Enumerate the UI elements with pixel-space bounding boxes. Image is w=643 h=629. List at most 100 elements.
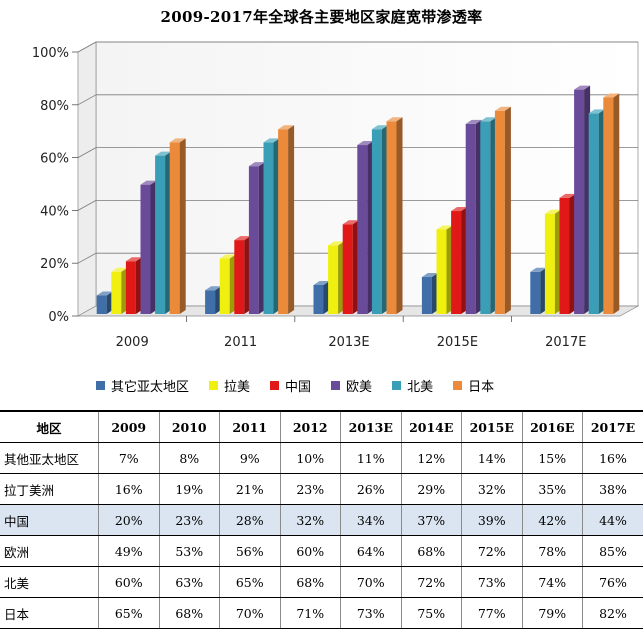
table-cell-region: 其他亚太地区 — [0, 443, 99, 474]
bar-front — [545, 214, 555, 314]
table-cell-value: 74% — [522, 567, 583, 598]
legend-swatch — [96, 381, 105, 390]
bar-front — [589, 113, 599, 314]
table-cell-value: 56% — [220, 536, 281, 567]
table-cell-value: 73% — [462, 567, 523, 598]
legend-item: 北美 — [392, 376, 433, 395]
bar-side — [397, 117, 403, 314]
legend-item: 拉美 — [209, 376, 250, 395]
legend: 其它亚太地区 拉美 中国 欧美 北美 日本 — [96, 376, 494, 395]
bar-front — [205, 290, 215, 314]
table-cell-region: 欧洲 — [0, 536, 99, 567]
bar — [495, 107, 511, 314]
table-cell-value: 16% — [99, 474, 160, 505]
bar-front — [141, 185, 151, 314]
bar — [278, 125, 294, 314]
table-cell-value: 53% — [159, 536, 220, 567]
legend-label: 北美 — [407, 376, 433, 395]
bar — [220, 255, 236, 314]
bar-front — [278, 129, 288, 314]
table-cell-value: 77% — [462, 598, 523, 629]
bar-front — [220, 259, 230, 314]
table-cell-value: 76% — [583, 567, 643, 598]
y-tick-label: 60% — [40, 152, 69, 167]
table-cell-value: 71% — [280, 598, 341, 629]
table-cell-value: 85% — [583, 536, 643, 567]
x-tick-label: 2017E — [545, 335, 586, 350]
bar-front — [466, 124, 476, 314]
table-cell-value: 38% — [583, 474, 643, 505]
bar-front — [155, 156, 165, 314]
bar — [170, 138, 186, 314]
bar-front — [495, 111, 505, 314]
table-cell-value: 63% — [159, 567, 220, 598]
bar-front — [126, 261, 136, 314]
bar-front — [314, 285, 324, 314]
table-cell-value: 29% — [401, 474, 462, 505]
bar-side — [180, 138, 186, 314]
bar-side — [288, 125, 294, 314]
table-header-year: 2015E — [462, 411, 523, 443]
bar — [372, 125, 388, 314]
bar — [422, 273, 438, 314]
table-cell-value: 12% — [401, 443, 462, 474]
bar — [343, 220, 359, 314]
table-cell-value: 23% — [159, 505, 220, 536]
table-cell-value: 35% — [522, 474, 583, 505]
bar — [249, 162, 265, 314]
y-axis-ticks: 0%20%40%60%80%100% — [32, 46, 78, 325]
bar — [328, 241, 344, 314]
table-cell-value: 10% — [280, 443, 341, 474]
y-tick-label: 80% — [40, 99, 69, 114]
table-cell-value: 42% — [522, 505, 583, 536]
table-cell-value: 32% — [462, 474, 523, 505]
x-tick-label: 2009 — [116, 335, 149, 350]
bar-front — [574, 90, 584, 314]
bar — [234, 236, 250, 314]
table-cell-value: 20% — [99, 505, 160, 536]
bar — [357, 141, 373, 314]
bar-front — [328, 245, 338, 314]
legend-item: 欧美 — [331, 376, 372, 395]
legend-item: 日本 — [453, 376, 494, 395]
table-cell-value: 9% — [220, 443, 281, 474]
bar — [480, 117, 496, 314]
table-cell-value: 64% — [341, 536, 402, 567]
x-tick-label: 2013E — [328, 335, 369, 350]
table-cell-value: 28% — [220, 505, 281, 536]
table-cell-value: 7% — [99, 443, 160, 474]
table-cell-value: 65% — [220, 567, 281, 598]
table-cell-value: 68% — [401, 536, 462, 567]
table-header-year: 2011 — [220, 411, 281, 443]
table-header-year: 2012 — [280, 411, 341, 443]
bar — [574, 86, 590, 314]
bar — [545, 210, 561, 314]
table-cell-value: 70% — [341, 567, 402, 598]
legend-label: 中国 — [285, 376, 311, 395]
bar — [387, 117, 403, 314]
table-cell-region: 中国 — [0, 505, 99, 536]
bar-front — [97, 296, 107, 314]
legend-label: 其它亚太地区 — [111, 376, 189, 395]
table-cell-value: 26% — [341, 474, 402, 505]
table-cell-value: 16% — [583, 443, 643, 474]
table-cell-value: 39% — [462, 505, 523, 536]
bar — [437, 226, 453, 314]
legend-swatch — [270, 381, 279, 390]
bar — [530, 268, 546, 314]
table-cell-value: 44% — [583, 505, 643, 536]
table-cell-value: 14% — [462, 443, 523, 474]
bar-side — [613, 94, 619, 314]
bar-front — [422, 277, 432, 314]
bar-side — [505, 107, 511, 314]
bar — [603, 94, 619, 314]
bar-front — [343, 224, 353, 314]
legend-swatch — [392, 381, 401, 390]
bar — [589, 109, 605, 314]
x-tick-label: 2011 — [224, 335, 257, 350]
bar-front — [111, 272, 121, 314]
